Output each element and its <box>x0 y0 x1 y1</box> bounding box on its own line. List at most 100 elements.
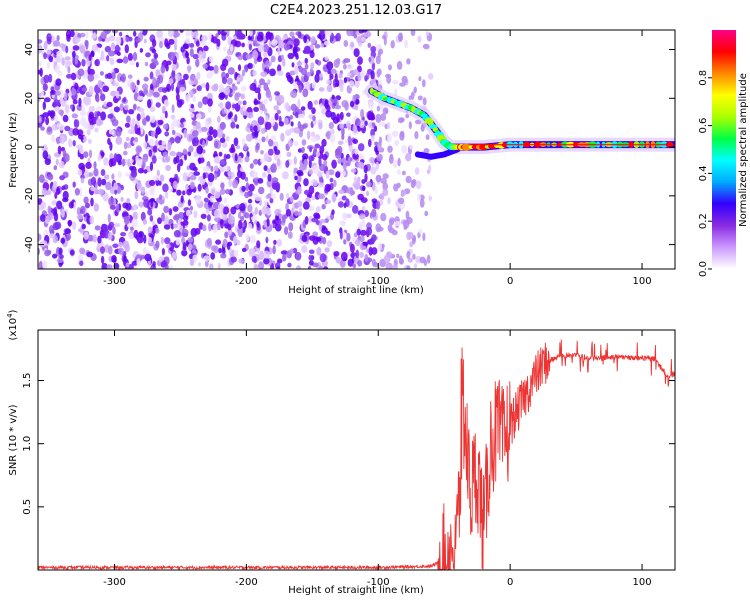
noise-speck <box>224 231 229 239</box>
noise-speck <box>46 126 52 133</box>
noise-speck <box>54 221 62 230</box>
noise-speck <box>164 237 171 245</box>
noise-speck <box>95 58 100 67</box>
noise-speck <box>56 200 63 210</box>
noise-speck <box>95 106 103 113</box>
noise-speck <box>58 247 63 255</box>
noise-speck <box>279 192 284 201</box>
noise-speck <box>276 109 281 115</box>
noise-speck <box>267 148 274 156</box>
noise-speck <box>147 99 152 109</box>
colorbar-gradient <box>712 30 736 269</box>
noise-speck <box>382 188 389 197</box>
noise-speck <box>85 202 90 209</box>
noise-speck <box>288 159 293 166</box>
noise-speck <box>410 30 416 37</box>
noise-speck <box>348 80 355 88</box>
noise-speck <box>152 220 156 226</box>
noise-speck <box>336 145 343 154</box>
noise-speck <box>201 126 208 132</box>
noise-speck <box>127 74 133 79</box>
noise-speck <box>38 233 42 241</box>
noise-speck <box>360 37 366 42</box>
noise-speck <box>43 52 48 60</box>
noise-speck <box>300 67 308 76</box>
noise-speck <box>272 245 276 255</box>
noise-speck <box>406 265 411 269</box>
noise-speck <box>83 151 89 159</box>
noise-speck <box>322 236 327 245</box>
noise-speck <box>212 224 218 234</box>
noise-speck <box>174 173 179 179</box>
noise-speck <box>208 32 212 41</box>
noise-speck <box>139 48 144 53</box>
noise-speck <box>157 217 162 225</box>
noise-speck <box>196 113 202 120</box>
noise-speck <box>277 158 281 167</box>
noise-speck <box>325 170 330 179</box>
noise-speck <box>85 40 89 50</box>
noise-speck <box>38 69 42 75</box>
noise-speck <box>297 121 301 129</box>
noise-speck <box>161 212 165 222</box>
noise-speck <box>56 50 63 56</box>
noise-speck <box>252 193 259 198</box>
noise-speck <box>306 130 311 140</box>
noise-speck <box>386 251 393 259</box>
noise-speck <box>72 99 78 105</box>
snr-frame <box>37 329 676 571</box>
noise-speck <box>312 231 319 237</box>
noise-speck <box>40 90 45 99</box>
noise-speck <box>352 205 359 214</box>
noise-speck <box>415 255 422 264</box>
noise-speck <box>241 137 246 146</box>
noise-speck <box>88 111 95 120</box>
noise-speck <box>108 221 115 228</box>
noise-speck <box>286 192 290 200</box>
noise-speck <box>124 44 129 54</box>
noise-speck <box>65 45 69 54</box>
noise-speck <box>335 32 342 42</box>
noise-speck <box>270 135 277 141</box>
noise-speck <box>66 233 71 241</box>
noise-speck <box>297 211 302 217</box>
noise-speck <box>38 174 45 183</box>
noise-speck <box>117 171 122 179</box>
noise-speck <box>253 158 259 165</box>
noise-speck <box>277 70 284 76</box>
noise-speck <box>144 61 149 67</box>
noise-speck <box>110 90 117 97</box>
noise-speck <box>370 78 376 84</box>
noise-speck <box>401 170 406 176</box>
noise-speck <box>367 42 372 48</box>
noise-speck <box>401 144 407 154</box>
colorbar-label: Normalized spectral amplitude <box>738 73 749 227</box>
noise-speck <box>94 225 101 231</box>
noise-speck <box>263 250 270 259</box>
noise-speck <box>122 35 127 43</box>
noise-speck <box>407 257 413 263</box>
noise-speck <box>368 57 372 62</box>
spectrogram-y-label: Frequency (Hz) <box>8 112 19 188</box>
noise-speck <box>258 261 264 269</box>
noise-speck <box>213 191 221 199</box>
noise-speck <box>97 235 102 244</box>
noise-speck <box>289 31 295 37</box>
noise-speck <box>376 153 383 162</box>
noise-speck <box>140 125 144 135</box>
noise-speck <box>329 73 334 80</box>
colorbar: 0.0 0.2 0.4 0.6 0.8 Normalized spectral ampl… <box>698 30 749 277</box>
noise-speck <box>173 32 181 37</box>
noise-speck <box>330 68 337 74</box>
noise-speck <box>100 31 107 39</box>
noise-speck <box>223 46 227 52</box>
noise-speck <box>125 37 130 43</box>
noise-speck <box>128 109 135 115</box>
noise-speck <box>111 119 119 127</box>
noise-speck <box>382 173 389 180</box>
noise-speck <box>361 179 366 184</box>
noise-speck <box>176 52 180 61</box>
noise-speck <box>115 90 120 99</box>
noise-speck <box>208 56 214 63</box>
